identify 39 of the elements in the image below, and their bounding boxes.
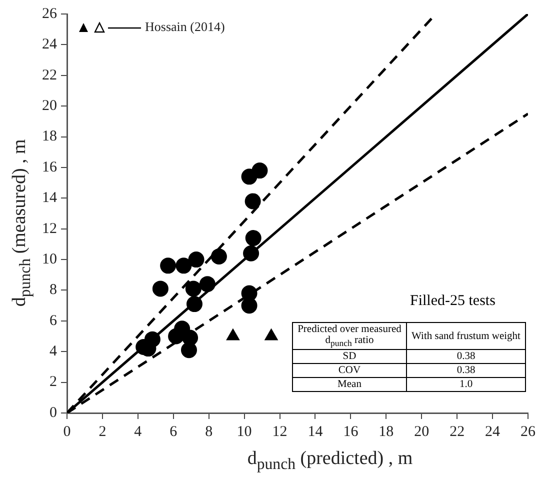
annotation: 0.38 [406, 350, 526, 364]
y-tick-label: 22 [42, 67, 57, 84]
y-tick-label: 12 [42, 220, 57, 237]
x-tick-label: 24 [485, 424, 501, 440]
x-tick-label: 10 [236, 424, 252, 440]
y-tick-label: 2 [50, 374, 57, 390]
y-tick-label: 20 [42, 98, 57, 114]
annotation: Filled-25 tests [410, 293, 496, 310]
y-tick-label: 26 [42, 6, 58, 22]
y-tick-label: 4 [50, 344, 58, 360]
legend-label: Hossain (2014) [145, 19, 225, 35]
x-tick-label: 22 [450, 424, 465, 440]
x-tick-label: 2 [98, 424, 106, 440]
x-tick-label: 16 [343, 424, 359, 440]
annotation: 0.38 [406, 364, 526, 378]
y-tick-label: 16 [42, 159, 58, 176]
x-tick-label: 0 [63, 424, 71, 440]
y-tick-label: 0 [50, 404, 57, 421]
y-tick-label: 24 [42, 36, 58, 53]
x-axis-title: d$_{punch}$ (predicted) , m [246, 448, 414, 474]
annotation: Mean [292, 378, 406, 392]
annotation: 1.0 [406, 378, 526, 392]
annotation: COV [292, 364, 406, 378]
y-tick-label: 14 [42, 190, 58, 206]
x-tick-label: 12 [272, 424, 288, 440]
x-tick-label: 6 [170, 424, 178, 440]
y-tick-label: 18 [42, 128, 57, 145]
x-tick-label: 20 [414, 424, 430, 440]
y-tick-label: 10 [42, 251, 57, 268]
x-tick-label: 4 [134, 424, 142, 440]
x-tick-label: 8 [205, 424, 213, 440]
x-tick-label: 26 [520, 424, 536, 440]
x-tick-label: 14 [308, 424, 324, 440]
annotation: SD [292, 350, 406, 364]
x-tick-label: 18 [378, 424, 394, 440]
annotation: With sand frustum weight [406, 322, 526, 350]
y-tick-label: 6 [50, 312, 58, 329]
annotation: Predicted over measured d$_{punch}$ ratio [292, 322, 406, 350]
y-tick-label: 8 [50, 282, 57, 298]
